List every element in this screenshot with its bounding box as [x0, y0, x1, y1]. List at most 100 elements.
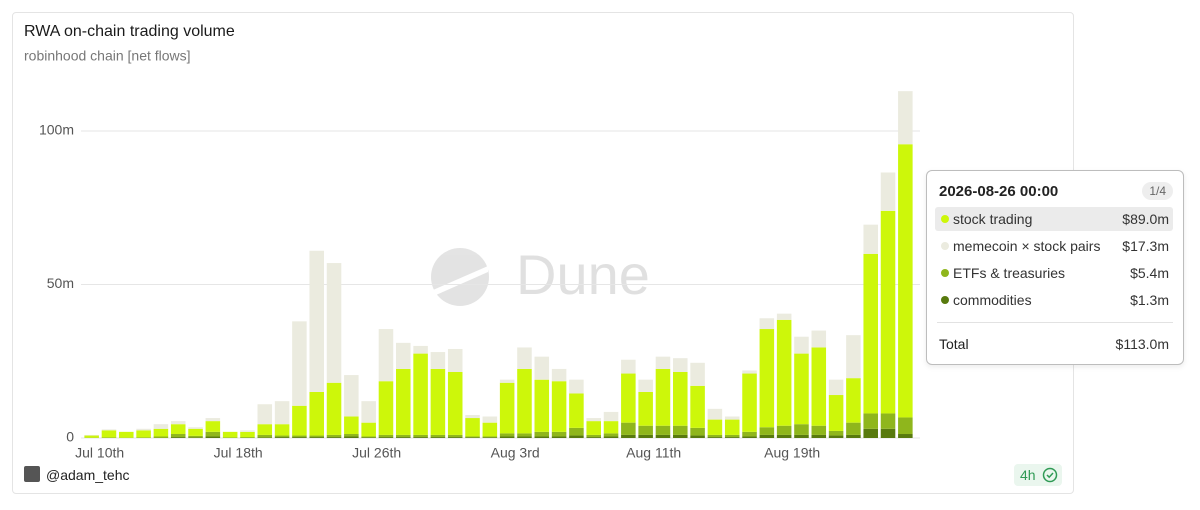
chart-title: RWA on-chain trading volume [24, 23, 235, 40]
y-tick-label: 0 [66, 429, 74, 445]
bar-segment [396, 437, 411, 438]
legend-label: memecoin × stock pairs [953, 238, 1101, 254]
bar-segment [586, 434, 601, 438]
bar-segment [517, 436, 532, 438]
bar-segment [776, 319, 792, 426]
bar-segment [188, 427, 203, 429]
bar-segment [153, 428, 169, 437]
bar-segment [136, 430, 151, 438]
freshness-badge: 4h [1014, 464, 1062, 486]
bar-segment [170, 434, 186, 438]
bar-segment [274, 424, 290, 436]
bar-segment [465, 437, 480, 438]
bar-segment [551, 368, 567, 382]
bar-segment [447, 437, 463, 438]
bar-segment [396, 368, 411, 435]
bar-segment [326, 382, 342, 435]
bar-segment [794, 336, 809, 354]
bar-segment [274, 435, 290, 438]
freshness: 4h [1020, 467, 1036, 483]
bar-segment [776, 313, 792, 320]
bar-segment [811, 425, 827, 435]
bar-segment [707, 408, 723, 420]
bar-segment [759, 434, 775, 438]
bar-segment [136, 437, 151, 438]
bar-segment [724, 434, 740, 438]
bar-segment [170, 421, 186, 425]
bar-segment [569, 393, 584, 428]
legend-swatch [941, 269, 949, 277]
bar-segment [499, 436, 515, 438]
bar-segment [292, 321, 307, 406]
bar-segment [759, 329, 775, 428]
bar-segment [396, 434, 411, 438]
x-tick-label: Jul 26th [352, 445, 401, 461]
tooltip-total: $113.0m [1115, 336, 1169, 352]
watermark-logo-stroke [433, 266, 488, 295]
bar-segment [811, 347, 827, 426]
bar-segment [742, 373, 757, 432]
bar-segment [84, 434, 99, 436]
bar-segment [101, 429, 117, 431]
tooltip-page[interactable]: 1/4 [1142, 182, 1173, 200]
x-tick-label: Aug 11th [626, 445, 681, 461]
tooltip-row: ETFs & treasuries $5.4m [935, 261, 1173, 285]
bar-segment [655, 368, 671, 426]
y-tick-label: 50m [47, 275, 74, 291]
bar-segment [621, 422, 636, 435]
bar-segment [447, 372, 463, 435]
check-icon [1042, 467, 1057, 483]
bar-segment [188, 428, 203, 436]
bar-segment [569, 435, 584, 438]
author[interactable]: @adam_tehc [46, 467, 130, 483]
bar-segment [724, 419, 740, 435]
bar-segment [863, 413, 878, 429]
legend-swatch [941, 215, 949, 223]
bar-segment [621, 373, 636, 423]
bar-segment [673, 425, 688, 435]
bar-segment [880, 428, 896, 438]
bar-segment [569, 379, 584, 394]
tooltip-separator [937, 322, 1173, 323]
bar-segment [603, 436, 619, 438]
bar-segment [222, 437, 238, 438]
bar-segment [586, 421, 601, 435]
legend-swatch [941, 242, 949, 250]
bar-segment [638, 425, 653, 435]
bar-segment [707, 434, 723, 438]
bar-segment [811, 434, 827, 438]
bar-segment [828, 395, 844, 431]
bar-segment [84, 435, 99, 438]
bar-segment [846, 335, 861, 379]
bar-segment [465, 436, 480, 438]
bar-segment [586, 437, 601, 438]
bar-segment [205, 421, 221, 432]
bar-segment [880, 172, 896, 211]
bar-segment [465, 414, 480, 419]
x-tick-label: Aug 3rd [491, 445, 540, 461]
bar-segment [153, 424, 169, 429]
bar-segment [517, 433, 532, 437]
bar-segment [309, 391, 324, 436]
bar-segment [846, 378, 861, 423]
bar-segment [828, 430, 844, 436]
bar-segment [326, 437, 342, 438]
bar-segment [499, 433, 515, 437]
bar-segment [378, 381, 394, 435]
bar-segment [344, 375, 359, 417]
x-tick-label: Jul 10th [75, 445, 124, 461]
bar-segment [482, 422, 498, 437]
bar-segment [603, 411, 619, 422]
bar-segment [257, 437, 273, 438]
bar-segment [794, 434, 809, 438]
bar-segment [759, 318, 775, 330]
bar-segment [170, 437, 186, 438]
bar-segment [292, 405, 307, 436]
bar-segment [292, 435, 307, 438]
bar-segment [430, 352, 446, 369]
bar-segment [344, 416, 359, 435]
bar-segment [898, 417, 913, 435]
bar-segment [482, 436, 498, 438]
bar-segment [119, 431, 134, 438]
